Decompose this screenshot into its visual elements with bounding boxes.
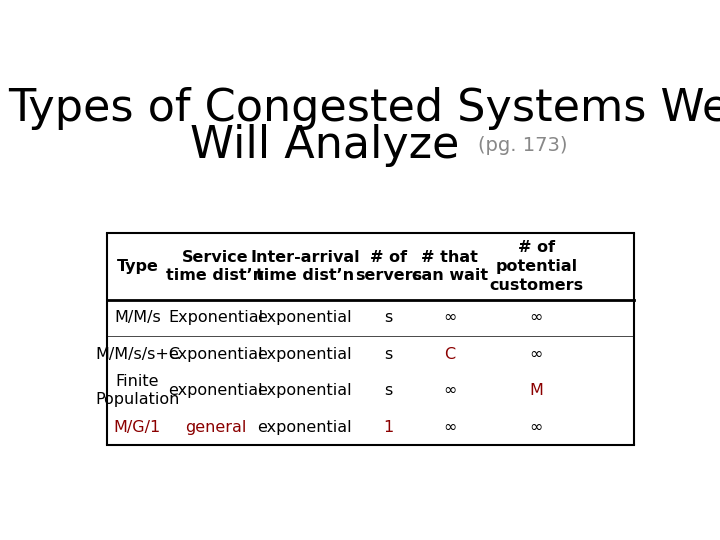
Text: ∞: ∞ xyxy=(444,310,456,326)
Text: exponential: exponential xyxy=(258,310,352,326)
Text: Service
time dist’n: Service time dist’n xyxy=(166,249,265,284)
Text: s: s xyxy=(384,383,392,398)
Text: M/M/s/s+C: M/M/s/s+C xyxy=(95,347,180,362)
Text: (pg. 173): (pg. 173) xyxy=(478,136,567,154)
Text: M: M xyxy=(529,383,544,398)
Text: # that
can wait: # that can wait xyxy=(412,249,488,284)
Text: exponential: exponential xyxy=(168,347,263,362)
Text: # of
servers: # of servers xyxy=(355,249,422,284)
Text: Finite
Population: Finite Population xyxy=(95,374,179,407)
Text: exponential: exponential xyxy=(258,383,352,398)
Text: Inter-arrival
time dist’n: Inter-arrival time dist’n xyxy=(250,249,360,284)
Text: general: general xyxy=(185,420,246,435)
Text: M/M/s: M/M/s xyxy=(114,310,161,326)
Text: s: s xyxy=(384,347,392,362)
Text: ∞: ∞ xyxy=(530,347,543,362)
Text: ∞: ∞ xyxy=(444,383,456,398)
Text: M/G/1: M/G/1 xyxy=(114,420,161,435)
Text: ∞: ∞ xyxy=(444,420,456,435)
Text: Will Analyze: Will Analyze xyxy=(189,124,459,167)
Text: # of
potential
customers: # of potential customers xyxy=(490,240,583,293)
Text: exponential: exponential xyxy=(168,383,263,398)
Text: C: C xyxy=(444,347,456,362)
Text: ∞: ∞ xyxy=(530,310,543,326)
Text: exponential: exponential xyxy=(258,347,352,362)
Text: ∞: ∞ xyxy=(530,420,543,435)
Text: s: s xyxy=(384,310,392,326)
Text: exponential: exponential xyxy=(258,420,352,435)
Text: Type: Type xyxy=(117,259,158,274)
Text: Exponential: Exponential xyxy=(168,310,263,326)
Text: 1: 1 xyxy=(384,420,394,435)
Text: Types of Congested Systems We: Types of Congested Systems We xyxy=(9,87,720,130)
